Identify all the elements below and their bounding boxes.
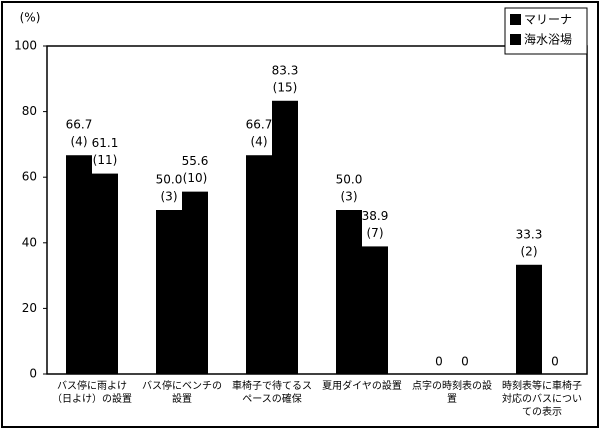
value-label: 55.6 bbox=[182, 154, 209, 168]
bar bbox=[362, 246, 388, 374]
plot-area bbox=[46, 45, 588, 375]
count-label: (3) bbox=[341, 190, 358, 204]
count-label: (15) bbox=[273, 80, 298, 94]
bar bbox=[246, 155, 272, 374]
value-label: 0 bbox=[551, 355, 559, 369]
count-label: (4) bbox=[251, 135, 268, 149]
value-label: 83.3 bbox=[272, 63, 299, 77]
y-tick-label: 0 bbox=[29, 367, 37, 381]
count-label: (4) bbox=[71, 135, 88, 149]
bar bbox=[92, 173, 118, 374]
x-tick-label: 車椅子で待てるスペースの確保 bbox=[232, 381, 312, 405]
legend-label: マリーナ bbox=[524, 13, 572, 27]
bar bbox=[516, 264, 542, 374]
bar bbox=[156, 210, 182, 374]
value-label: 66.7 bbox=[246, 118, 273, 132]
value-label: 33.3 bbox=[516, 227, 543, 241]
y-axis-label: (%) bbox=[20, 11, 41, 25]
bar bbox=[182, 191, 208, 374]
legend-box bbox=[504, 7, 588, 55]
count-label: (3) bbox=[161, 190, 178, 204]
y-tick-label: 20 bbox=[22, 301, 37, 315]
y-tick-label: 100 bbox=[14, 39, 37, 53]
value-label: 50.0 bbox=[156, 173, 183, 187]
legend-swatch bbox=[510, 14, 521, 25]
count-label: (7) bbox=[367, 226, 384, 240]
x-tick-label: バス停にベンチの設置 bbox=[142, 381, 222, 405]
legend-label: 海水浴場 bbox=[524, 32, 572, 47]
bar bbox=[336, 210, 362, 374]
value-label: 61.1 bbox=[92, 136, 119, 150]
x-tick-label: 夏用ダイヤの設置 bbox=[322, 381, 402, 392]
count-label: (11) bbox=[93, 153, 118, 167]
count-label: (10) bbox=[183, 171, 208, 185]
y-tick-label: 40 bbox=[22, 235, 37, 249]
legend-swatch bbox=[510, 34, 521, 45]
x-tick-label: 点字の時刻表の設置 bbox=[412, 381, 492, 405]
value-label: 0 bbox=[435, 355, 443, 369]
value-label: 66.7 bbox=[66, 118, 93, 132]
y-tick-label: 60 bbox=[22, 170, 37, 184]
count-label: (2) bbox=[521, 244, 538, 258]
value-label: 0 bbox=[461, 355, 469, 369]
y-tick-label: 80 bbox=[22, 104, 37, 118]
value-label: 38.9 bbox=[362, 209, 389, 223]
bar bbox=[66, 155, 92, 374]
x-tick-label: 時刻表等に車椅子対応のバスについての表示 bbox=[502, 381, 582, 418]
value-label: 50.0 bbox=[336, 173, 363, 187]
x-tick-label: バス停に雨よけ（日よけ）の設置 bbox=[52, 381, 132, 405]
bar bbox=[272, 100, 298, 374]
